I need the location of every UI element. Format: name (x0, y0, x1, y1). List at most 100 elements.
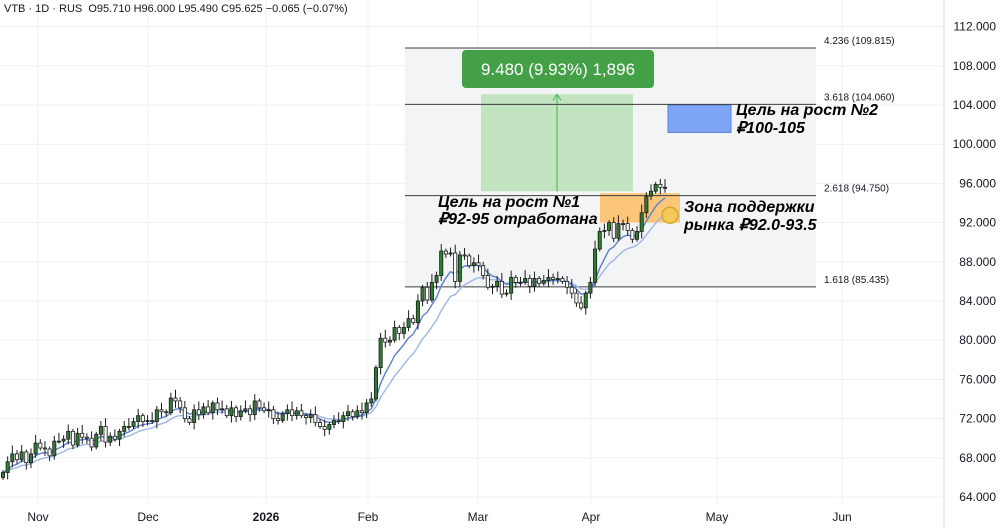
candle-body (387, 339, 392, 343)
candle-body (164, 411, 169, 414)
candle-body (369, 398, 374, 404)
candle-body (47, 448, 52, 457)
candle-body (639, 212, 644, 232)
candle-body (635, 231, 640, 240)
y-tick-label: 76.000 (959, 372, 996, 386)
candle-body (248, 408, 253, 416)
candle-body (238, 410, 243, 418)
candles-layer (0, 178, 679, 480)
candle-body (178, 400, 183, 409)
candle-body (579, 302, 584, 309)
candle-body (658, 183, 663, 188)
candle-body (206, 406, 211, 414)
candle-body (481, 265, 486, 276)
candle-body (523, 278, 528, 283)
candle-body (196, 409, 201, 416)
candle-body (150, 420, 155, 422)
candle-body (112, 435, 117, 440)
candle-body (66, 430, 71, 440)
candle-body (457, 254, 462, 282)
candle-body (453, 252, 458, 282)
candle-body (33, 442, 38, 455)
candle-body (117, 430, 122, 440)
support-marker (661, 206, 679, 224)
candle-body (621, 223, 626, 225)
fib-level-label: 2.618 (94.750) (824, 184, 889, 195)
candle-body (546, 277, 551, 281)
candle-body (420, 286, 425, 302)
candle-body (602, 230, 607, 232)
candle-body (560, 278, 565, 282)
annotations-layer: 9.480 (9.93%) 1,896 Цель на рост №1₽92-95… (438, 50, 878, 234)
y-tick-label: 84.000 (959, 294, 996, 308)
y-tick-label: 108.000 (953, 59, 997, 73)
candle-body (210, 402, 215, 414)
candle-body (257, 400, 262, 409)
candle-body (597, 231, 602, 250)
y-tick-label: 80.000 (959, 333, 996, 347)
candle-body (304, 415, 309, 419)
support-title: Зона поддержки (684, 199, 815, 216)
x-tick-label: 2026 (253, 510, 280, 524)
y-tick-label: 88.000 (959, 255, 996, 269)
candle-body (75, 432, 80, 446)
x-tick-label: Mar (468, 510, 489, 524)
candle-body (532, 278, 537, 287)
target1-title: Цель на рост №1 (438, 194, 580, 211)
candle-body (154, 409, 159, 422)
candle-body (392, 327, 397, 341)
candle-body (565, 280, 570, 288)
candle-body (145, 420, 150, 422)
candle-body (84, 436, 89, 439)
candle-body (331, 420, 336, 425)
symbol-header: VTB · 1D · RUS O95.710 H96.000 L95.490 C… (4, 3, 348, 15)
candle-body (19, 451, 24, 461)
fib-level-label: 3.618 (104.060) (824, 92, 895, 103)
candle-body (94, 433, 99, 448)
candle-body (262, 407, 267, 412)
candle-body (383, 337, 388, 343)
target1-range: ₽92-95 отработана (438, 211, 598, 228)
candle-body (308, 414, 313, 419)
candle-body (345, 411, 350, 417)
candle-body (234, 407, 239, 418)
candle-body (42, 447, 47, 450)
candle-body (285, 409, 290, 415)
candle-body (182, 407, 187, 420)
candle-body (434, 275, 439, 283)
candle-body (425, 286, 430, 301)
candle-body (299, 410, 304, 417)
candle-body (276, 418, 281, 421)
candle-body (583, 292, 588, 309)
y-tick-label: 104.000 (953, 98, 997, 112)
candle-body (24, 451, 29, 464)
candle-body (201, 406, 206, 416)
candle-body (266, 409, 271, 412)
fibonacci-levels: 4.236 (109.815) 3.618 (104.060) 2.618 (94.… (405, 36, 895, 288)
candle-body (168, 397, 173, 414)
candle-body (327, 424, 332, 430)
candle-body (518, 281, 523, 284)
candle-body (593, 248, 598, 283)
candle-body (415, 300, 420, 323)
candle-body (406, 318, 411, 328)
candle-body (411, 318, 416, 323)
candle-body (527, 278, 532, 287)
candle-body (126, 426, 131, 428)
candle-body (313, 414, 318, 423)
x-tick-label: Nov (27, 510, 48, 524)
candle-body (215, 402, 220, 411)
candle-body (397, 327, 402, 334)
measure-label: 9.480 (9.93%) 1,896 (481, 60, 635, 79)
axes-layer: 64.000 68.000 72.000 76.000 80.000 84.000 88.0… (27, 0, 996, 528)
candle-body (551, 277, 556, 280)
candle-body (136, 415, 141, 422)
y-tick-label: 64.000 (959, 490, 996, 504)
candle-body (574, 292, 579, 304)
candle-body (663, 186, 668, 189)
candle-body (108, 435, 113, 443)
candle-body (653, 183, 658, 192)
candle-body (513, 277, 518, 283)
candle-body (89, 437, 94, 448)
